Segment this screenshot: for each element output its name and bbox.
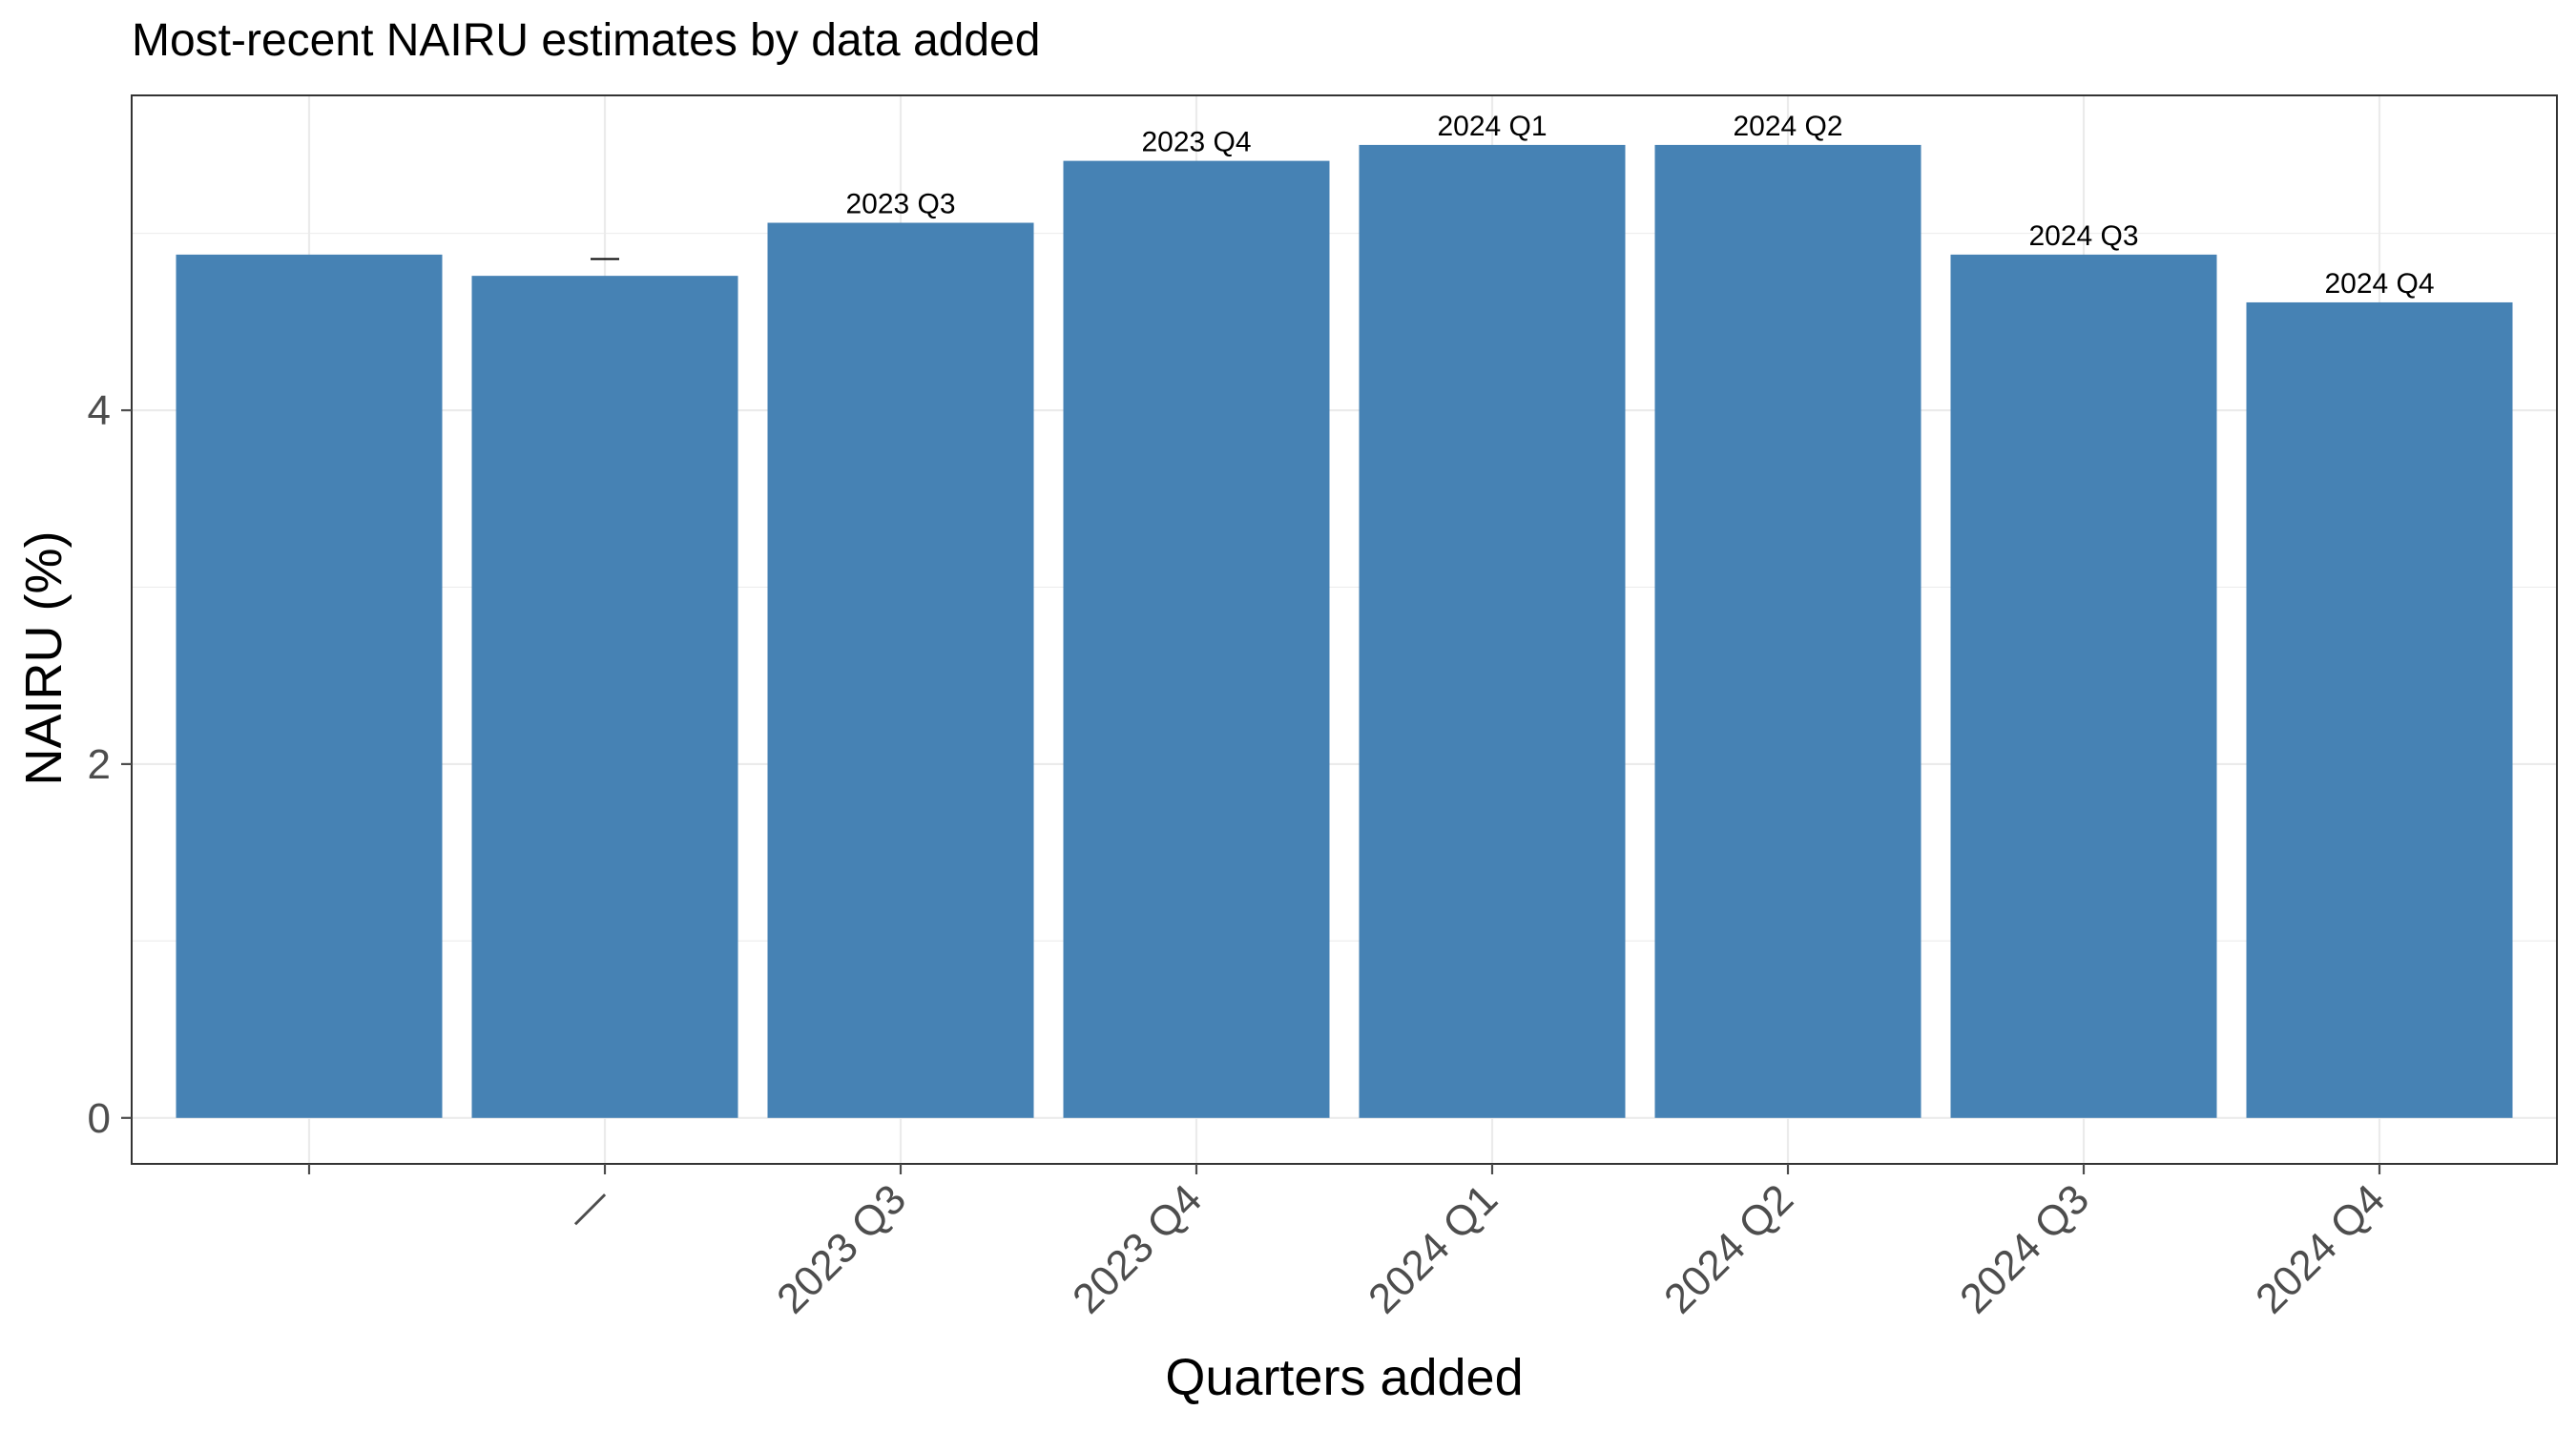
- bar-data-label: 2024 Q2: [1733, 111, 1842, 142]
- bar: [1654, 144, 1922, 1118]
- x-axis-title: Quarters added: [1165, 1349, 1523, 1406]
- bar: [176, 254, 443, 1118]
- y-axis: 0 2 4: [88, 387, 132, 1142]
- bar-data-label: 2024 Q1: [1437, 111, 1547, 142]
- bars: [176, 144, 2513, 1118]
- bar-data-label: 2024 Q4: [2324, 268, 2434, 300]
- y-axis-title: NAIRU (%): [15, 531, 73, 786]
- y-tick-label: 2: [88, 741, 111, 788]
- chart-title: Most-recent NAIRU estimates by data adde…: [132, 15, 1040, 66]
- bar: [2246, 301, 2513, 1118]
- x-tick-label: 2023 Q4: [1064, 1175, 1211, 1322]
- x-tick-label: 2024 Q4: [2247, 1175, 2394, 1322]
- bar: [471, 276, 738, 1118]
- bar-data-label: 2023 Q4: [1141, 127, 1251, 158]
- x-axis: — 2023 Q3 2023 Q4 2024 Q1 2024 Q2 2024 Q3 2024…: [307, 1164, 2394, 1322]
- bar-data-label: —: [591, 241, 619, 273]
- bar: [1359, 144, 1626, 1118]
- x-tick-label: 2023 Q3: [768, 1175, 915, 1322]
- x-tick-label: 2024 Q2: [1655, 1175, 1802, 1322]
- x-tick-label: 2024 Q1: [1360, 1175, 1506, 1322]
- x-tick-label: 2024 Q3: [1951, 1175, 2098, 1322]
- data-labels: — 2023 Q3 2023 Q4 2024 Q1 2024 Q2 2024 Q3 2024…: [591, 111, 2435, 300]
- bar: [767, 222, 1034, 1118]
- bar: [1950, 254, 2217, 1118]
- bar-data-label: 2024 Q3: [2028, 220, 2138, 252]
- bar-data-label: 2023 Q3: [845, 189, 955, 220]
- y-tick-label: 0: [88, 1095, 111, 1142]
- y-tick-label: 4: [88, 387, 111, 434]
- bar: [1063, 160, 1330, 1118]
- panel-border: [131, 94, 2558, 1165]
- x-tick-label: —: [556, 1175, 619, 1238]
